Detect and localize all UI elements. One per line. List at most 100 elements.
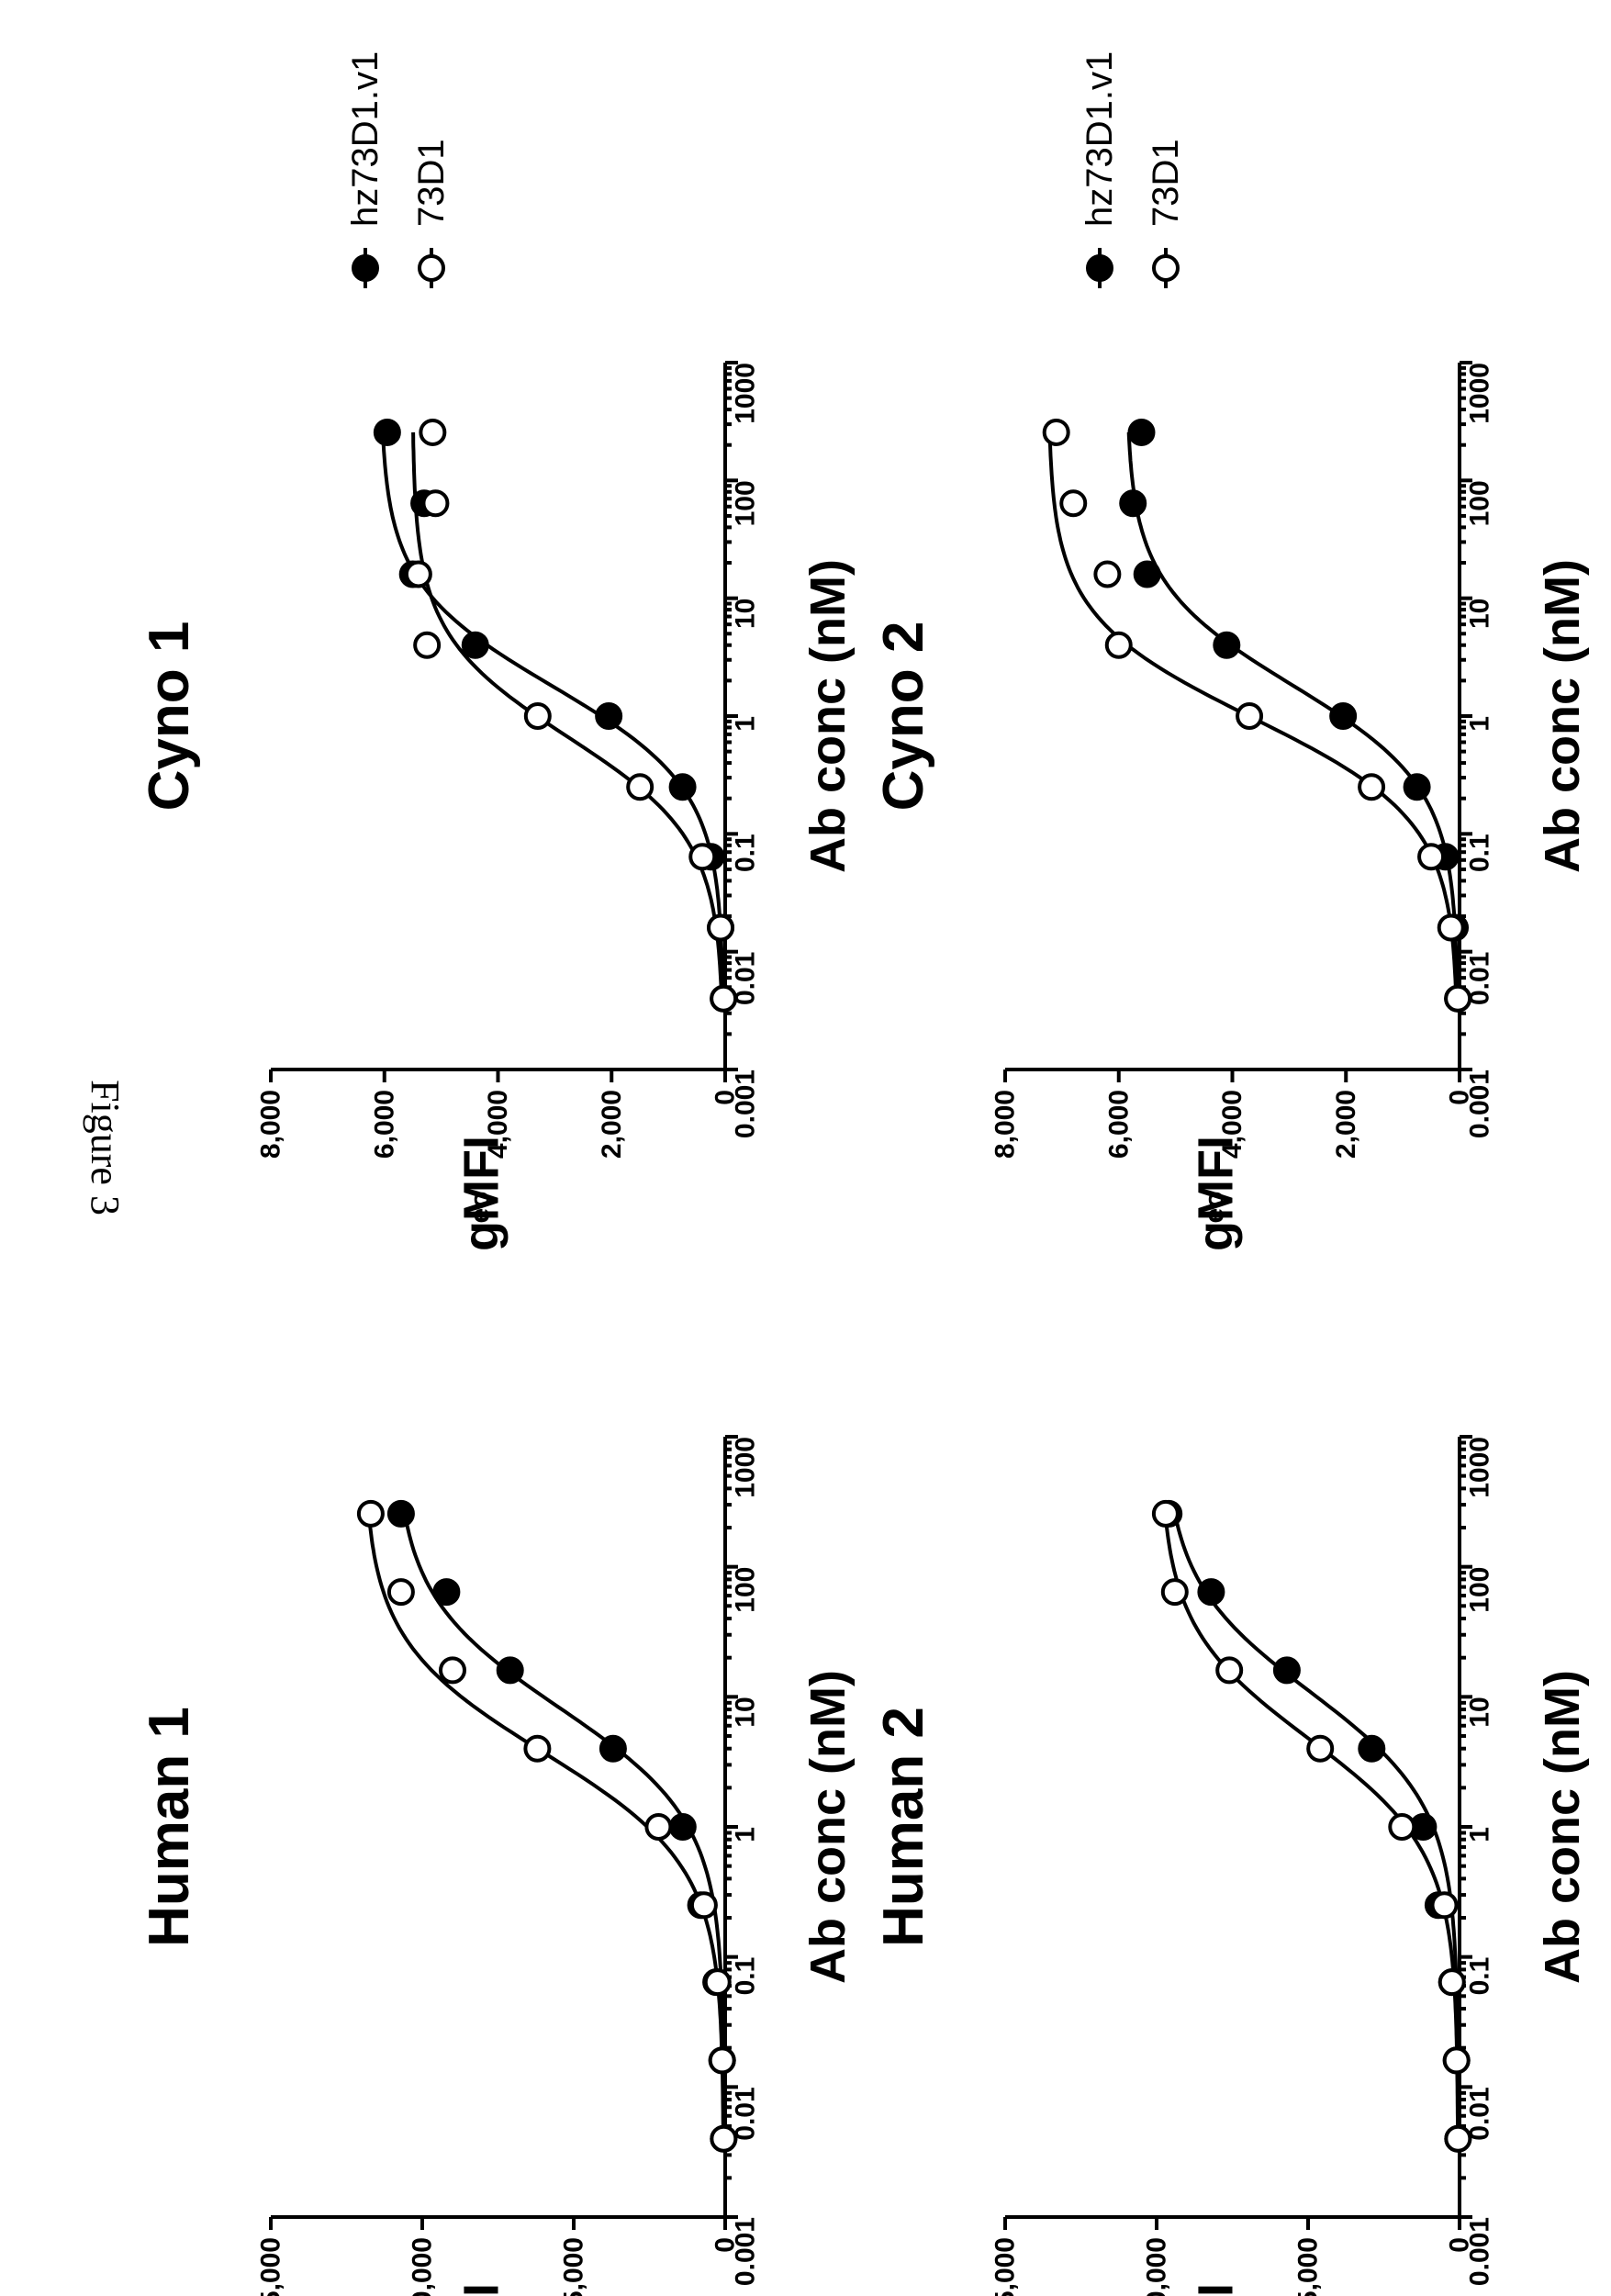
y-tick-label: 0 bbox=[1445, 2237, 1475, 2253]
legend-label: hz73D1.v1 bbox=[1080, 51, 1120, 227]
y-tick-label: 8,000 bbox=[256, 1090, 286, 1159]
chart-panels: Human 10.0010.010.1110100100005,00010,00… bbox=[138, 361, 1590, 2296]
data-point bbox=[1437, 913, 1465, 942]
x-tick-label: 1000 bbox=[1465, 363, 1495, 424]
data-point bbox=[432, 1578, 461, 1607]
data-point bbox=[404, 560, 432, 588]
data-point bbox=[1059, 489, 1088, 518]
data-point bbox=[1444, 2124, 1472, 2153]
data-point bbox=[523, 702, 552, 730]
series-73D1 bbox=[1151, 1499, 1472, 2153]
legend-label: 73D1 bbox=[411, 139, 452, 227]
legend-marker bbox=[352, 254, 379, 282]
fit-curve bbox=[1126, 431, 1460, 999]
series-73D1 bbox=[1042, 418, 1472, 1013]
x-tick-label: 1000 bbox=[731, 1437, 761, 1498]
data-point bbox=[668, 1813, 697, 1841]
data-point bbox=[1329, 702, 1358, 730]
data-point bbox=[1119, 489, 1147, 518]
legend-group-1: hz73D1.v1 73D1 bbox=[345, 51, 452, 288]
y-tick-label: 8,000 bbox=[990, 1090, 1021, 1159]
data-point bbox=[421, 489, 450, 518]
data-point bbox=[668, 773, 697, 801]
data-point bbox=[710, 2124, 738, 2153]
y-axis-label: gMFI bbox=[1189, 2283, 1244, 2296]
y-tick-label: 6,000 bbox=[369, 1090, 399, 1159]
data-point bbox=[1213, 631, 1241, 659]
y-axis-label: gMFI bbox=[454, 1136, 509, 1251]
data-point bbox=[710, 984, 738, 1013]
series-73D1 bbox=[356, 1499, 738, 2153]
series-hz73D1.v1 bbox=[1155, 1499, 1472, 2153]
chart-panel-2: Cyno 10.0010.010.1110100100002,0004,0006… bbox=[138, 361, 856, 1251]
x-tick-label: 1 bbox=[731, 716, 761, 732]
data-point bbox=[1438, 1968, 1466, 1997]
data-point bbox=[1197, 1578, 1225, 1607]
data-point bbox=[703, 1968, 732, 1997]
x-tick-label: 10 bbox=[1465, 1697, 1495, 1727]
data-point bbox=[419, 418, 447, 446]
legend: hz73D1.v1 73D1 hz73D1.v1 73D1 bbox=[345, 51, 1186, 288]
legend-marker bbox=[1086, 254, 1113, 282]
data-point bbox=[1430, 1891, 1459, 1920]
data-point bbox=[1127, 418, 1156, 446]
series-hz73D1.v1 bbox=[386, 1499, 738, 2153]
x-tick-label: 100 bbox=[731, 480, 761, 526]
y-tick-label: 0 bbox=[710, 1090, 741, 1105]
y-tick-label: 2,000 bbox=[597, 1090, 627, 1159]
chart-panel-4: Cyno 20.0010.010.1110100100002,0004,0006… bbox=[872, 361, 1590, 1251]
y-axis-label-sub: eo bbox=[465, 1191, 496, 1223]
data-point bbox=[1306, 1734, 1335, 1763]
y-tick-label: 0 bbox=[710, 2237, 741, 2253]
data-point bbox=[1272, 1656, 1301, 1685]
data-point bbox=[1403, 773, 1431, 801]
legend-label: hz73D1.v1 bbox=[345, 51, 386, 227]
data-point bbox=[1417, 843, 1446, 871]
data-point bbox=[1160, 1578, 1189, 1607]
data-point bbox=[386, 1578, 415, 1607]
data-point bbox=[689, 1891, 718, 1920]
data-point bbox=[1104, 631, 1133, 659]
chart-panel-1: Human 10.0010.010.1110100100005,00010,00… bbox=[138, 1435, 856, 2296]
panel-title: Cyno 2 bbox=[872, 622, 935, 812]
y-axis-label: gMFI bbox=[454, 2283, 509, 2296]
data-point bbox=[708, 2046, 736, 2075]
series-73D1 bbox=[404, 418, 738, 1013]
data-point bbox=[599, 1734, 627, 1763]
data-point bbox=[1358, 1734, 1386, 1763]
data-point bbox=[439, 1656, 466, 1685]
x-tick-label: 1 bbox=[731, 1827, 761, 1842]
panel-title: Human 1 bbox=[138, 1707, 201, 1947]
data-point bbox=[1215, 1656, 1244, 1685]
data-point bbox=[688, 843, 717, 871]
data-point bbox=[386, 1499, 415, 1528]
fit-curve bbox=[381, 431, 725, 999]
y-axis-label-sub: eo bbox=[1200, 1191, 1230, 1223]
data-point bbox=[595, 702, 623, 730]
x-tick-label: 10 bbox=[731, 1697, 761, 1727]
x-tick-label: 0.1 bbox=[731, 1957, 761, 1996]
x-tick-label: 0.1 bbox=[731, 834, 761, 872]
data-point bbox=[523, 1734, 552, 1763]
y-tick-label: 10,000 bbox=[408, 2237, 438, 2296]
x-tick-label: 100 bbox=[1465, 480, 1495, 526]
panel-title: Human 2 bbox=[872, 1707, 935, 1947]
data-point bbox=[626, 773, 654, 801]
series-hz73D1.v1 bbox=[1119, 418, 1472, 1013]
y-tick-label: 5,000 bbox=[559, 2237, 589, 2296]
data-point bbox=[1151, 1499, 1180, 1528]
y-tick-label: 6,000 bbox=[1103, 1090, 1134, 1159]
data-point bbox=[1042, 418, 1070, 446]
legend-marker bbox=[1152, 254, 1180, 282]
data-point bbox=[1388, 1813, 1416, 1841]
x-tick-label: 100 bbox=[731, 1567, 761, 1613]
data-point bbox=[1093, 560, 1122, 588]
x-axis-label: Ab conc (nM) bbox=[800, 1670, 856, 1984]
data-point bbox=[461, 631, 489, 659]
x-tick-label: 10 bbox=[731, 599, 761, 629]
y-tick-label: 4,000 bbox=[1217, 1090, 1247, 1159]
data-point bbox=[1358, 773, 1386, 801]
x-tick-label: 1000 bbox=[731, 363, 761, 424]
data-point bbox=[707, 913, 735, 942]
y-tick-label: 0 bbox=[1445, 1090, 1475, 1105]
